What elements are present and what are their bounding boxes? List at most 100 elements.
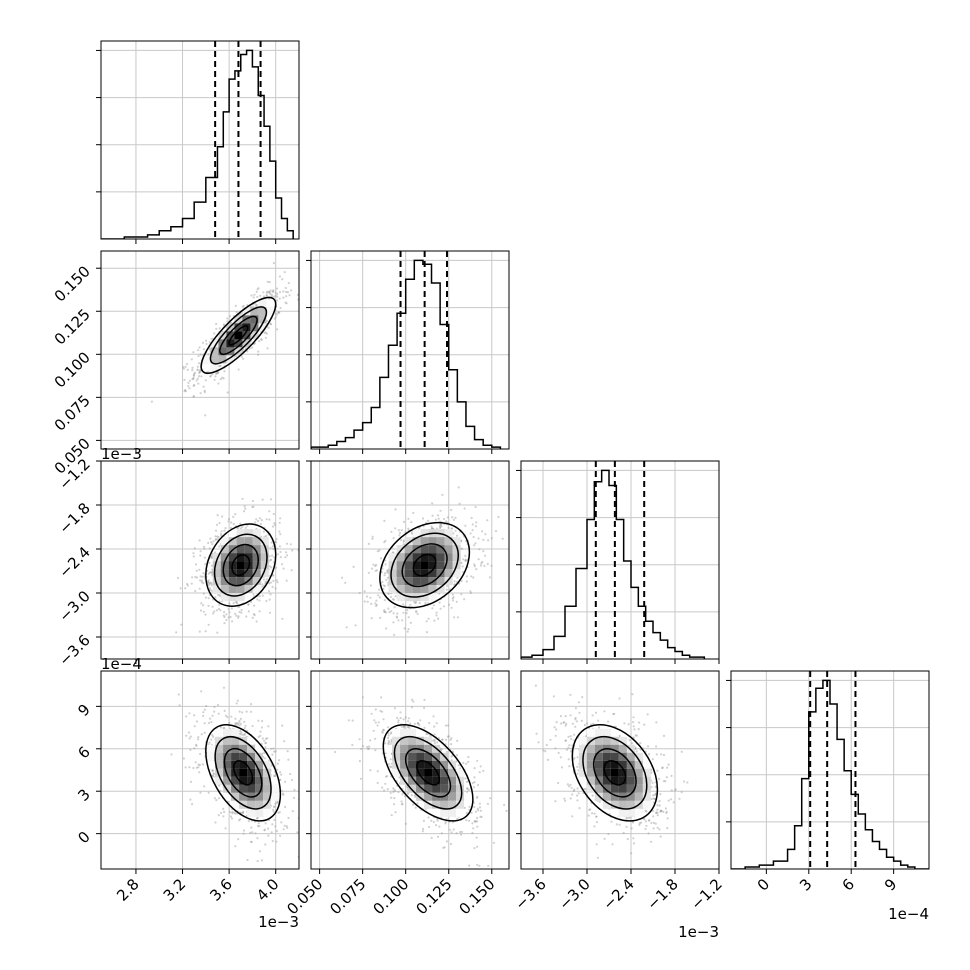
scatter-point <box>201 341 205 344</box>
density-cell <box>396 585 405 594</box>
scatter-point <box>218 797 221 800</box>
density-cell <box>220 585 229 594</box>
scatter-point <box>386 576 389 579</box>
scatter-point <box>476 807 479 810</box>
density-cell <box>432 800 441 809</box>
scatter-point <box>243 727 246 730</box>
scatter-point <box>189 798 192 801</box>
scatter-point <box>476 820 479 823</box>
scatter-point <box>490 564 493 567</box>
scatter-point <box>480 562 483 565</box>
scatter-point <box>376 724 379 727</box>
scatter-point <box>452 828 455 831</box>
scatter-point <box>415 610 418 613</box>
scatter-point <box>344 581 347 584</box>
scatter-point <box>217 536 220 539</box>
scatter-point <box>214 821 217 824</box>
scatter-point <box>430 836 433 840</box>
scatter-point <box>199 791 202 794</box>
scatter-point <box>272 262 275 265</box>
density-cell <box>231 736 240 745</box>
density-cell <box>404 569 413 578</box>
scatter-point <box>471 782 474 785</box>
scatter-point <box>223 529 226 532</box>
density-cell <box>252 577 261 586</box>
scatter-point <box>397 529 400 532</box>
scatter-point <box>188 712 191 715</box>
scatter-point <box>209 375 212 378</box>
density-cell <box>255 784 264 793</box>
scatter-point <box>230 817 234 820</box>
scatter-point <box>217 371 220 375</box>
scatter-point <box>286 826 289 829</box>
scatter-point <box>386 788 389 791</box>
pair-panel-3-1 <box>306 670 510 874</box>
scatter-point <box>405 612 408 615</box>
scatter-point <box>447 724 450 727</box>
scatter-point <box>202 572 205 575</box>
scatter-point <box>242 832 245 835</box>
scatter-point <box>271 839 274 843</box>
density-cell <box>432 776 441 785</box>
scatter-point <box>272 512 275 516</box>
scatter-point <box>202 610 205 613</box>
scatter-point <box>384 539 387 543</box>
density-cell <box>404 561 413 570</box>
scatter-point <box>273 805 276 808</box>
scatter-point <box>215 538 218 541</box>
density-cell <box>444 561 453 570</box>
density-cell <box>255 808 264 817</box>
density-cell <box>436 569 445 578</box>
scatter-point <box>436 514 440 517</box>
scatter-point <box>252 505 255 508</box>
pair-panel-2-0 <box>96 460 300 664</box>
scatter-point <box>392 790 395 794</box>
scatter-point <box>209 581 212 584</box>
scatter-point <box>282 793 285 796</box>
scatter-point <box>414 601 417 605</box>
scatter-point <box>222 323 225 326</box>
scatter-point <box>202 711 205 714</box>
pair-content-4 <box>311 671 509 869</box>
scatter-point <box>448 603 451 606</box>
scatter-point <box>268 291 271 294</box>
scatter-point <box>291 549 294 552</box>
scatter-point <box>260 726 264 729</box>
scatter-point <box>393 797 396 800</box>
histogram-2 <box>521 469 706 659</box>
contour-3-1 <box>223 748 263 798</box>
scatter-point <box>397 721 400 724</box>
density-cell <box>226 331 235 340</box>
scatter-point <box>302 264 304 266</box>
scatter-point <box>279 306 282 310</box>
scatter-point <box>451 516 454 519</box>
scatter-point <box>476 845 479 848</box>
density-cell <box>420 577 429 586</box>
scatter-point <box>228 611 231 614</box>
scatter-point <box>202 582 205 585</box>
density-cell <box>215 728 224 737</box>
scatter-point <box>382 728 385 732</box>
scatter-point <box>379 709 382 713</box>
scatter-point <box>279 778 282 781</box>
scatter-point <box>226 391 229 394</box>
scatter-point <box>218 594 221 597</box>
scatter-point <box>386 775 389 778</box>
scatter-point <box>282 567 285 570</box>
scatter-point <box>476 825 479 828</box>
scatter-point <box>226 317 229 320</box>
scatter-point <box>270 566 273 569</box>
density-cell <box>428 561 437 570</box>
density-cell <box>212 561 221 570</box>
scatter-point <box>230 607 233 610</box>
density-cell <box>452 553 461 562</box>
density-cell <box>408 776 417 785</box>
density-cell <box>420 585 429 594</box>
scatter-point <box>261 583 264 586</box>
scatter-point <box>203 547 206 550</box>
scatter-point <box>517 487 519 489</box>
scatter-point <box>389 742 392 746</box>
scatter-point <box>211 572 214 575</box>
density-cell <box>420 569 429 578</box>
scatter-point <box>187 731 191 734</box>
